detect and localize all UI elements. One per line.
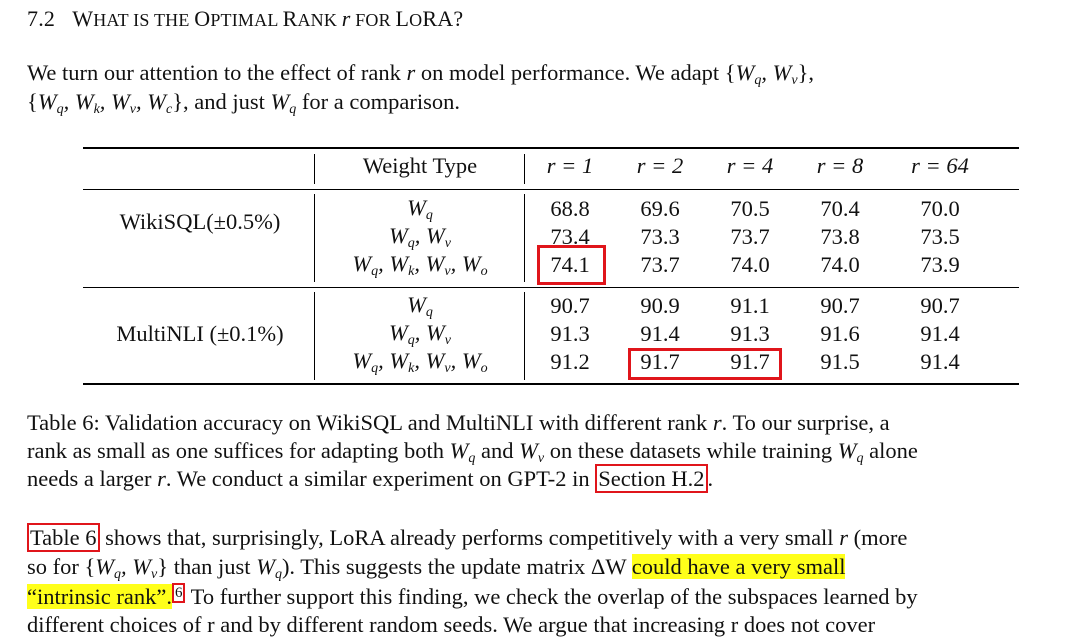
table-cell: 73.5 [920, 224, 960, 249]
table-cell: 70.5 [730, 196, 770, 221]
body-line-4: different choices of r and by different … [27, 612, 876, 637]
table-cell: 90.7 [550, 293, 590, 318]
group-label-multinli: MultiNLI (±0.1%) [116, 321, 284, 346]
table-cell: 91.2 [550, 349, 590, 374]
table-cell: 91.6 [820, 321, 860, 346]
table-cell: 91.3 [730, 321, 770, 346]
table-cell: 70.0 [920, 196, 960, 221]
table-6-link[interactable]: Table 6 [27, 523, 100, 552]
table-cell: 91.4 [640, 321, 680, 346]
caption-line-2: rank as small as one suffices for adapti… [27, 438, 918, 466]
caption-line-3: needs a larger r. We conduct a similar e… [27, 464, 714, 493]
highlight-box-wikisql [537, 245, 606, 285]
table-header-r64: r = 64 [911, 153, 969, 178]
table-top-rule [83, 147, 1019, 149]
table-cell: 69.6 [640, 196, 680, 221]
table-header-rule [83, 189, 1019, 190]
table-cell: 90.9 [640, 293, 680, 318]
section-h2-link[interactable]: Section H.2 [595, 464, 708, 493]
table-cell: 73.4 [550, 224, 590, 249]
table-cell-highlighted: 91.7 [640, 349, 680, 374]
table-vline [314, 292, 315, 380]
body-line-3: “intrinsic rank”. 6 To further support th… [27, 583, 918, 609]
table-vline [524, 154, 525, 184]
weight-type-cell: Wq, Wv [389, 223, 451, 251]
caption-line-1: Table 6: Validation accuracy on WikiSQL … [27, 410, 890, 435]
table-cell: 91.3 [550, 321, 590, 346]
table-header-weight-type: Weight Type [362, 153, 478, 178]
section-number: 7.2 [27, 6, 56, 31]
weight-type-cell: Wq, Wv [389, 320, 451, 348]
table-vline [524, 292, 525, 380]
weight-type-cell: Wq [407, 195, 433, 223]
weight-type-cell: Wq, Wk, Wv, Wo [352, 251, 488, 279]
highlighted-text: “intrinsic rank”. [27, 584, 172, 609]
table-header-r2: r = 2 [636, 153, 684, 178]
table-cell: 91.5 [820, 349, 860, 374]
table-header-r8: r = 8 [816, 153, 864, 178]
table-cell: 74.0 [730, 252, 770, 277]
table-cell: 91.1 [730, 293, 770, 318]
footnote-6-link[interactable]: 6 [171, 583, 186, 603]
table-vline [314, 194, 315, 282]
table-cell: 90.7 [920, 293, 960, 318]
table-cell: 91.4 [920, 321, 960, 346]
table-vline [524, 194, 525, 282]
table-cell: 70.4 [820, 196, 860, 221]
section-title: WHAT IS THE OPTIMAL RANK r FOR LORA? [72, 6, 464, 31]
table-cell-highlighted: 91.7 [730, 349, 770, 374]
table-cell: 73.7 [640, 252, 680, 277]
table-vline [314, 154, 315, 184]
weight-type-cell: Wq [407, 292, 433, 320]
body-line-1: Table 6 shows that, surprisingly, LoRA a… [27, 523, 907, 552]
table-cell: 73.3 [640, 224, 680, 249]
intro-line-2: {Wq, Wk, Wv, Wc}, and just Wq for a comp… [27, 89, 460, 117]
table-cell: 74.0 [820, 252, 860, 277]
section-heading: 7.2 WHAT IS THE OPTIMAL RANK r FOR LORA? [27, 6, 463, 32]
table-header-r4: r = 4 [726, 153, 774, 178]
table-cell: 91.4 [920, 349, 960, 374]
highlight-box-multinli [628, 348, 782, 380]
table-bottom-rule [83, 383, 1019, 385]
table-cell: 68.8 [550, 196, 590, 221]
table-header-r1: r = 1 [546, 153, 594, 178]
weight-type-cell: Wq, Wk, Wv, Wo [352, 348, 488, 376]
table-cell: 73.7 [730, 224, 770, 249]
highlighted-text: could have a very small [631, 554, 846, 579]
table-cell-highlighted: 74.1 [550, 252, 590, 277]
table-cell: 73.9 [920, 252, 960, 277]
table-mid-rule [83, 287, 1019, 288]
table-cell: 90.7 [820, 293, 860, 318]
table-cell: 73.8 [820, 224, 860, 249]
intro-line-1: We turn our attention to the effect of r… [27, 60, 815, 88]
body-line-2: so for {Wq, Wv} than just Wq). This sugg… [27, 554, 846, 582]
group-label-wikisql: WikiSQL(±0.5%) [119, 209, 281, 234]
